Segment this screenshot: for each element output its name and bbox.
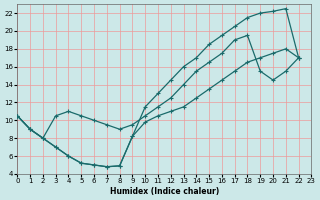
- X-axis label: Humidex (Indice chaleur): Humidex (Indice chaleur): [110, 187, 219, 196]
